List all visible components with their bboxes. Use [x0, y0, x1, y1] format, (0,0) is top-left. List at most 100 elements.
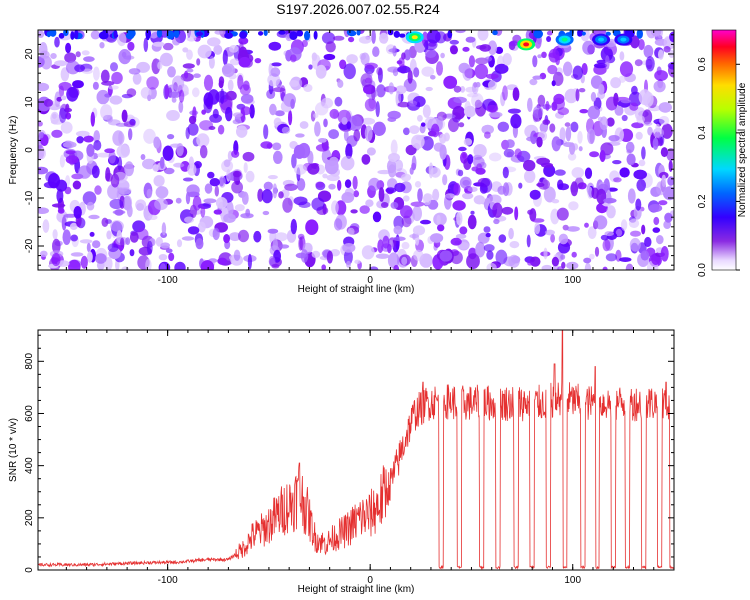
amplitude-blob — [295, 133, 305, 138]
amplitude-blob — [512, 87, 520, 101]
amplitude-blob — [440, 52, 445, 59]
amplitude-blob — [81, 50, 90, 56]
amplitude-blob — [572, 65, 583, 80]
amplitude-blob — [346, 260, 351, 268]
amplitude-blob — [173, 30, 180, 38]
amplitude-blob — [266, 143, 273, 149]
amplitude-blob — [186, 49, 193, 60]
amplitude-blob — [541, 264, 553, 270]
amplitude-blob — [577, 130, 583, 144]
amplitude-blob — [537, 94, 546, 107]
amplitude-blob — [333, 218, 343, 231]
amplitude-blob — [387, 243, 392, 254]
amplitude-blob — [401, 241, 410, 250]
amplitude-blob — [647, 126, 653, 136]
amplitude-blob — [200, 260, 215, 270]
amplitude-blob — [51, 203, 66, 208]
amplitude-blob — [308, 64, 313, 70]
amplitude-blob — [167, 134, 175, 140]
amplitude-blob — [315, 144, 330, 152]
amplitude-blob — [209, 178, 220, 187]
amplitude-blob — [376, 84, 386, 98]
amplitude-blob — [239, 46, 247, 58]
amplitude-blob — [458, 146, 467, 152]
amplitude-blob — [378, 187, 385, 202]
amplitude-blob — [278, 191, 284, 199]
hotspot-core — [598, 37, 605, 42]
amplitude-blob — [142, 158, 156, 170]
amplitude-blob — [136, 228, 149, 241]
amplitude-blob — [577, 31, 583, 37]
amplitude-blob — [125, 237, 131, 246]
amplitude-blob — [618, 75, 626, 83]
amplitude-blob — [87, 251, 93, 263]
amplitude-blob — [93, 130, 100, 143]
amplitude-blob — [556, 207, 569, 221]
amplitude-blob — [219, 177, 225, 187]
amplitude-blob — [91, 165, 100, 179]
amplitude-blob — [550, 233, 555, 243]
amplitude-blob — [261, 189, 273, 204]
amplitude-blob — [343, 129, 349, 142]
amplitude-blob — [436, 214, 441, 225]
amplitude-blob — [74, 64, 85, 73]
amplitude-blob — [575, 88, 580, 102]
amplitude-blob — [164, 83, 170, 99]
amplitude-blob — [163, 167, 175, 175]
amplitude-blob — [412, 205, 422, 222]
amplitude-blob — [178, 100, 184, 113]
amplitude-blob — [243, 162, 248, 174]
amplitude-blob — [364, 125, 373, 142]
amplitude-blob — [148, 30, 160, 39]
amplitude-blob — [43, 181, 58, 189]
amplitude-blob — [62, 141, 77, 148]
amplitude-blob — [208, 56, 215, 69]
amplitude-blob — [488, 111, 503, 118]
amplitude-blob — [387, 252, 400, 269]
snr-x-axis-label: Height of straight line (km) — [298, 584, 415, 595]
amplitude-blob — [536, 136, 543, 148]
amplitude-blob — [602, 239, 611, 252]
amplitude-blob — [420, 219, 431, 225]
amplitude-blob — [546, 30, 553, 36]
amplitude-blob — [90, 30, 101, 40]
amplitude-blob — [463, 105, 477, 118]
amplitude-blob — [669, 31, 674, 43]
amplitude-blob — [481, 124, 495, 135]
x-tick-label: -100 — [158, 275, 178, 286]
amplitude-blob — [106, 230, 112, 240]
amplitude-blob — [667, 176, 674, 186]
amplitude-blob — [417, 188, 423, 203]
amplitude-blob — [527, 261, 533, 266]
amplitude-blob — [594, 246, 600, 257]
amplitude-blob — [614, 105, 624, 116]
amplitude-blob — [76, 136, 84, 144]
amplitude-blob — [231, 150, 240, 158]
amplitude-blob — [578, 146, 583, 152]
amplitude-blob — [353, 129, 361, 142]
amplitude-blob — [401, 215, 412, 228]
amplitude-blob — [101, 217, 109, 227]
amplitude-blob — [202, 202, 212, 207]
amplitude-blob — [653, 80, 666, 93]
amplitude-blob — [196, 133, 210, 148]
amplitude-blob — [467, 186, 478, 192]
amplitude-blob — [443, 75, 458, 89]
amplitude-blob — [501, 206, 514, 215]
amplitude-blob — [603, 197, 617, 204]
amplitude-blob — [468, 55, 475, 68]
amplitude-blob — [587, 105, 600, 120]
amplitude-blob — [107, 183, 120, 200]
amplitude-blob — [492, 202, 503, 218]
amplitude-blob — [394, 159, 404, 172]
amplitude-blob — [668, 160, 673, 173]
amplitude-blob — [294, 164, 307, 175]
amplitude-blob — [621, 114, 628, 122]
amplitude-blob — [631, 122, 644, 129]
snr-axes: -100 0 100 0 200 400 600 800 — [24, 330, 675, 586]
amplitude-blob — [40, 250, 48, 257]
amplitude-blob — [98, 31, 109, 40]
amplitude-blob — [554, 169, 566, 176]
amplitude-blob — [337, 109, 351, 125]
amplitude-blob — [401, 256, 408, 266]
